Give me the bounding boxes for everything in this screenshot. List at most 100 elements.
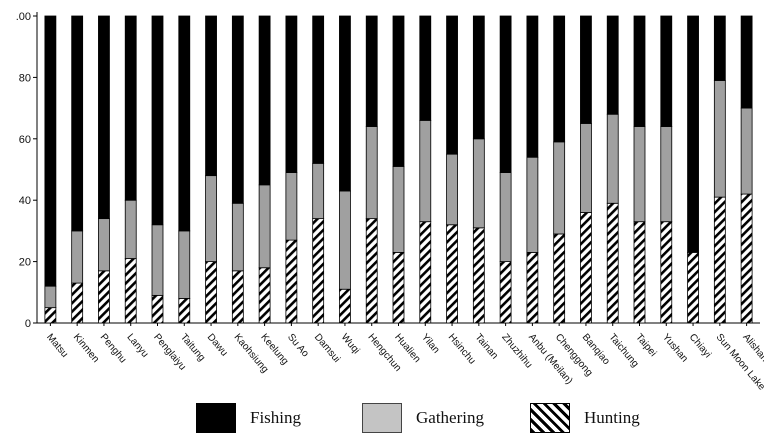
bar-segment-fishing-kaohsiung — [231, 15, 244, 204]
bar-segment-gathering-damsui — [312, 162, 325, 220]
bar-segment-fishing-su-ao — [285, 15, 298, 173]
y-tick-label: 40 — [19, 195, 31, 207]
bar-segment-gathering-chenggong — [553, 141, 566, 235]
x-tick-label-dawu: Dawu — [205, 332, 230, 359]
bar-segment-hunting-yilan — [419, 221, 432, 324]
bar-segment-fishing-zhuzhihu — [499, 15, 512, 173]
legend-label-gathering: Gathering — [416, 408, 484, 427]
bar-segment-gathering-su-ao — [285, 172, 298, 241]
bar-segment-gathering-matsu — [44, 285, 57, 309]
x-tick-label-yushan: Yushan — [660, 332, 690, 365]
bar-segment-hunting-damsui — [312, 218, 325, 324]
bar-segment-fishing-yushan — [660, 15, 673, 127]
bar-segment-fishing-kinmen — [71, 15, 84, 232]
bar-segment-hunting-wuqi — [339, 288, 351, 324]
bar-segment-hunting-kaohsiung — [231, 270, 244, 324]
bar-segment-fishing-damsui — [312, 15, 325, 164]
bar-segment-gathering-lanyu — [124, 199, 137, 259]
bar-segment-hunting-taichung — [606, 202, 619, 324]
bar-segment-fishing-wuqi — [339, 15, 351, 192]
bar-segment-hunting-chenggong — [553, 233, 566, 324]
legend-label-fishing: Fishing — [250, 408, 302, 427]
bar-segment-gathering-hsinchu — [446, 153, 458, 226]
bar-segment-fishing-penglaiyu — [151, 15, 164, 226]
x-tick-label-lanyu: Lanyu — [124, 332, 150, 360]
bar-segment-fishing-alishan — [740, 15, 753, 109]
bar-segment-gathering-yilan — [419, 119, 432, 223]
y-tick-label: 0 — [25, 318, 31, 330]
bar-segment-fishing-sun-moon-lake — [713, 15, 726, 81]
bar-segment-fishing-hengchun — [365, 15, 378, 127]
bar-segment-fishing-hsinchu — [446, 15, 458, 155]
bar-segment-gathering-banqiao — [580, 123, 592, 213]
bar-segment-fishing-anbu-meilan — [526, 15, 539, 158]
x-tick-label-chiayi: Chiayi — [687, 332, 713, 360]
x-tick-label-yilan: Yilan — [419, 332, 441, 356]
bar-segment-gathering-anbu-meilan — [526, 156, 539, 253]
bar-segment-gathering-tainan — [472, 138, 485, 229]
bar-segment-hunting-banqiao — [580, 212, 592, 324]
bar-segment-gathering-hualien — [392, 166, 405, 253]
bar-segment-fishing-matsu — [44, 15, 57, 287]
legend-item-hunting: Hunting — [530, 403, 640, 433]
bar-segment-hunting-penglaiyu — [151, 294, 164, 324]
bar-segment-hunting-taitung — [178, 298, 191, 324]
bar-segment-hunting-taipei — [633, 221, 646, 324]
bar-segment-fishing-keelung — [258, 15, 271, 186]
bar-segment-fishing-taipei — [633, 15, 646, 127]
bar-segment-fishing-yilan — [419, 15, 432, 121]
bar-segment-hunting-tainan — [472, 227, 485, 324]
bar-segment-gathering-wuqi — [339, 190, 351, 290]
bar-segment-fishing-chiayi — [687, 15, 699, 253]
legend-swatch-hunting — [530, 403, 570, 433]
bar-segment-hunting-matsu — [44, 307, 57, 324]
x-tick-label-tainan: Tainan — [473, 332, 500, 362]
bar-segment-gathering-yushan — [660, 126, 673, 223]
legend: Fishing Gathering Hunting — [0, 403, 764, 439]
bar-segment-hunting-kinmen — [71, 282, 84, 324]
bar-segment-fishing-hualien — [392, 15, 405, 167]
bar-segment-hunting-sun-moon-lake — [713, 196, 726, 324]
bar-segment-hunting-penghu — [98, 270, 110, 324]
y-tick-label: 80 — [19, 72, 31, 84]
bar-segment-gathering-keelung — [258, 184, 271, 269]
x-tick-label-matsu: Matsu — [44, 332, 70, 360]
bar-segment-gathering-taichung — [606, 113, 619, 204]
x-tick-label-taipei: Taipei — [633, 332, 658, 359]
legend-item-gathering: Gathering — [362, 403, 484, 433]
bar-segment-gathering-penglaiyu — [151, 224, 164, 296]
x-tick-label-su-ao: Su Ao — [285, 332, 311, 360]
bar-segment-hunting-hualien — [392, 251, 405, 324]
bar-segment-hunting-chiayi — [687, 251, 699, 324]
bar-segment-gathering-zhuzhihu — [499, 172, 512, 263]
x-tick-label-penghu: Penghu — [98, 332, 129, 365]
bar-segment-gathering-kaohsiung — [231, 202, 244, 272]
bar-segment-hunting-zhuzhihu — [499, 261, 512, 324]
bar-segment-gathering-sun-moon-lake — [713, 80, 726, 198]
bar-segment-hunting-yushan — [660, 221, 673, 324]
bar-segment-hunting-hsinchu — [446, 224, 458, 324]
legend-item-fishing: Fishing — [196, 403, 301, 433]
bar-segment-gathering-kinmen — [71, 230, 84, 284]
y-tick-label: .00 — [16, 11, 31, 23]
y-tick-label: 60 — [19, 134, 31, 146]
bar-segment-fishing-chenggong — [553, 15, 566, 143]
x-tick-label-hsinchu: Hsinchu — [446, 332, 478, 367]
bar-segment-hunting-keelung — [258, 267, 271, 324]
bar-segment-gathering-penghu — [98, 218, 110, 272]
bar-segment-hunting-hengchun — [365, 218, 378, 324]
bar-segment-hunting-alishan — [740, 193, 753, 324]
bar-segment-hunting-dawu — [205, 261, 217, 324]
x-tick-label-kinmen: Kinmen — [71, 332, 101, 365]
bar-segment-fishing-penghu — [98, 15, 110, 220]
bar-segment-fishing-dawu — [205, 15, 217, 177]
legend-swatch-fishing — [196, 403, 236, 433]
legend-label-hunting: Hunting — [584, 408, 640, 427]
bar-segment-gathering-taipei — [633, 126, 646, 223]
bar-segment-fishing-tainan — [472, 15, 485, 140]
bar-segment-fishing-lanyu — [124, 15, 137, 201]
x-tick-label-wuqi: Wuqi — [339, 332, 362, 356]
bar-segment-fishing-taichung — [606, 15, 619, 115]
y-tick-label: 20 — [19, 257, 31, 269]
